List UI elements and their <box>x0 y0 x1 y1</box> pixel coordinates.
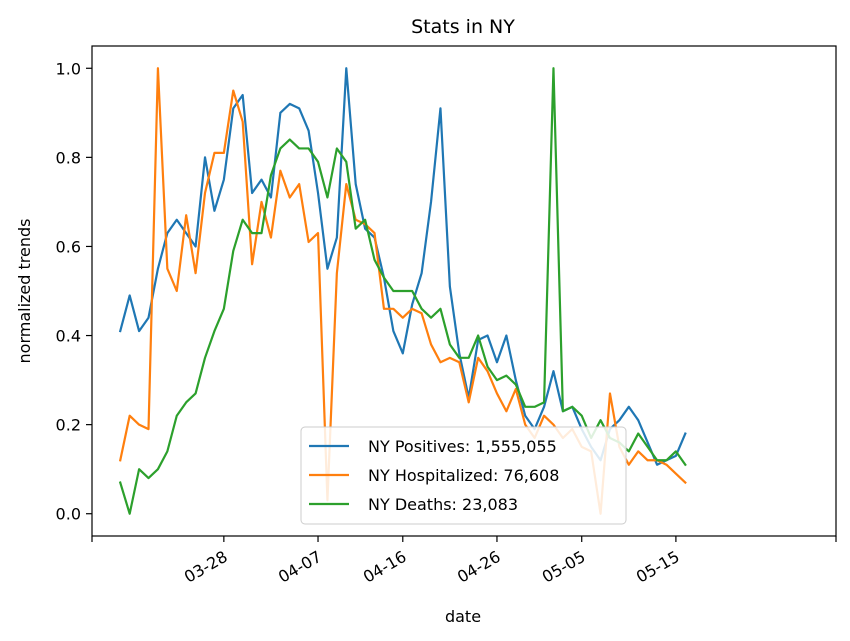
legend-entry-3: NY Deaths: 23,083 <box>368 495 518 514</box>
chart-title: Stats in NY <box>411 16 515 38</box>
y-tick-label: 1.0 <box>56 59 81 78</box>
y-tick-label: 0.0 <box>56 505 81 524</box>
legend-entry-2: NY Hospitalized: 76,608 <box>368 466 559 485</box>
legend: NY Positives: 1,555,055 NY Hospitalized: … <box>300 426 627 525</box>
axes-frame <box>91 45 837 537</box>
y-tick-label: 0.2 <box>56 416 81 435</box>
y-tick-label: 0.8 <box>56 148 81 167</box>
legend-box <box>300 426 627 525</box>
y-tick-label: 0.6 <box>56 237 81 256</box>
y-tick-label: 0.4 <box>56 327 81 346</box>
x-axis-label: date <box>445 607 481 626</box>
legend-entry-1: NY Positives: 1,555,055 <box>368 437 557 456</box>
y-axis-label: normalized trends <box>15 219 34 364</box>
